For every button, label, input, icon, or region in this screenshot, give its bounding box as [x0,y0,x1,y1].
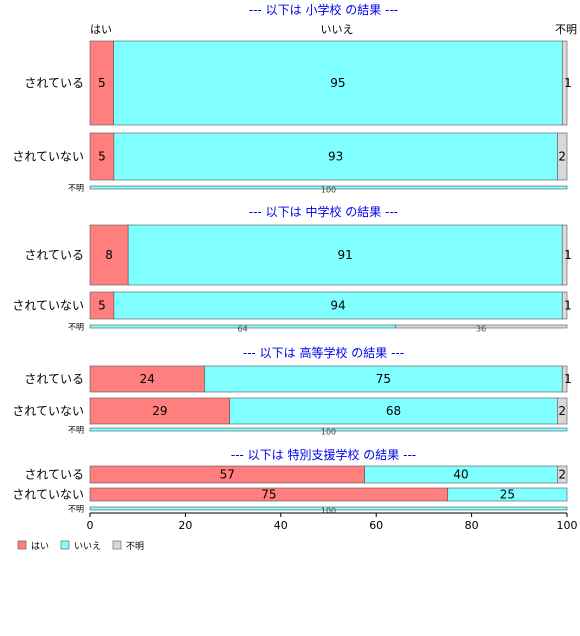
bar-segment-2-0-1 [204,365,563,393]
row-label-2-2: 不明 [68,426,84,435]
bar-segment-1-0-1 [127,224,563,286]
bar-segment-1-1-2 [561,291,568,320]
bar-segment-3-2-1 [89,506,568,511]
value-label-1-1-0: 5 [98,299,106,313]
bar-segment-2-2-1 [89,427,568,432]
x-tick-label-4: 80 [465,519,479,532]
row-label-2-0: されている [24,372,84,386]
bar-segment-2-0-2 [561,365,568,393]
value-label-1-2-2: 36 [476,325,486,334]
value-label-1-1-1: 94 [330,299,345,313]
legend-label-0: はい [31,541,49,552]
bar-segment-2-1-1 [229,397,558,425]
x-tick-label-3: 60 [369,519,383,532]
bar-segment-0-2-1 [89,185,568,190]
value-label-2-0-2: 1 [564,372,572,386]
row-label-1-2: 不明 [68,323,84,332]
legend-swatch-0 [17,540,27,550]
bar-segment-0-0-2 [561,40,568,126]
row-label-2-1: されていない [12,404,84,418]
row-label-0-1: されていない [12,150,84,164]
x-tick-label-1: 20 [178,519,192,532]
x-tick-label-2: 40 [274,519,288,532]
top-label-unknown: 不明 [555,23,577,36]
bar-segment-1-0-0 [89,224,129,286]
value-label-1-0-1: 91 [338,248,353,262]
panel-title-2: --- 以下は 高等学校 の結果 --- [243,345,404,360]
legend-swatch-1 [60,540,70,550]
value-label-3-1-1: 25 [500,488,515,502]
value-label-0-1-1: 93 [328,150,343,164]
legend-swatch-2 [112,540,122,550]
value-label-2-1-1: 68 [386,404,401,418]
row-label-0-0: されている [24,76,84,90]
value-label-3-1-0: 75 [261,488,276,502]
value-label-1-1-2: 1 [564,299,572,313]
legend-label-1: いいえ [74,541,101,552]
value-label-2-0-1: 75 [376,372,391,386]
row-label-3-0: されている [24,468,84,482]
value-label-0-1-0: 5 [98,150,106,164]
value-label-3-2-1: 100 [321,507,336,516]
bar-segment-0-0-1 [113,40,563,126]
row-label-3-1: されていない [12,488,84,502]
bar-segment-0-1-1 [113,132,558,181]
value-label-0-2-1: 100 [321,186,336,195]
panel-title-3: --- 以下は 特別支援学校 の結果 --- [231,447,416,462]
value-label-1-0-2: 1 [564,248,572,262]
bar-segment-3-0-2 [557,465,568,484]
row-label-3-2: 不明 [68,505,84,514]
bar-segment-0-1-2 [557,132,568,181]
value-label-3-0-2: 2 [558,468,566,482]
row-label-0-2: 不明 [68,184,84,193]
x-tick-label-5: 100 [557,519,578,532]
value-label-0-1-2: 2 [558,150,566,164]
bar-segment-1-2-2 [394,324,568,329]
bar-segment-1-0-2 [561,224,568,286]
bar-segment-2-1-2 [557,397,568,425]
top-label-yes: はい [90,23,112,36]
value-label-2-0-0: 24 [140,372,155,386]
bar-segment-3-1-1 [447,487,568,502]
value-label-1-2-1: 64 [238,325,248,334]
row-label-1-0: されている [24,248,84,262]
value-label-2-1-0: 29 [152,404,167,418]
top-label-no: いいえ [321,23,354,36]
panel-title-0: --- 以下は 小学校 の結果 --- [249,2,398,17]
value-label-2-2-1: 100 [321,428,336,437]
panel-title-1: --- 以下は 中学校 の結果 --- [249,204,398,219]
legend-label-2: 不明 [126,541,144,552]
value-label-0-0-2: 1 [564,76,572,90]
value-label-0-0-0: 5 [98,76,106,90]
value-label-2-1-2: 2 [558,404,566,418]
value-label-3-0-0: 57 [220,468,235,482]
value-label-3-0-1: 40 [453,468,468,482]
value-label-1-0-0: 8 [105,248,113,262]
value-label-0-0-1: 95 [330,76,345,90]
row-label-1-1: されていない [12,299,84,313]
x-tick-label-0: 0 [87,519,94,532]
